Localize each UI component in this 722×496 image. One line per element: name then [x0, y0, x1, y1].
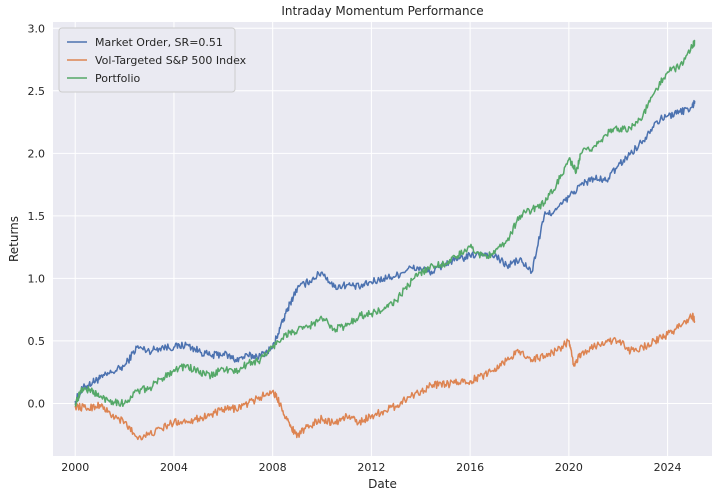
x-tick-label: 2004 [160, 461, 188, 474]
tick-labels: 2000 2004 2008 2012 2016 2020 2024 0.0 0.5 1.0 1.5… [28, 22, 682, 474]
y-tick-label: 0.5 [28, 335, 46, 348]
chart-title: Intraday Momentum Performance [281, 4, 483, 18]
y-tick-label: 3.0 [28, 22, 46, 35]
x-tick-label: 2000 [61, 461, 89, 474]
y-axis-label: Returns [7, 216, 21, 262]
x-tick-label: 2012 [357, 461, 385, 474]
grid-lines [53, 22, 712, 456]
series-lines [74, 39, 696, 441]
x-tick-label: 2008 [259, 461, 287, 474]
y-tick-label: 0.0 [28, 397, 46, 410]
y-tick-label: 2.0 [28, 147, 46, 160]
legend-label: Portfolio [95, 72, 141, 85]
series-line-3 [74, 39, 696, 408]
x-tick-label: 2024 [654, 461, 682, 474]
legend: Market Order, SR=0.51 Vol-Targeted S&P 50… [58, 27, 247, 93]
x-tick-label: 2020 [555, 461, 583, 474]
legend-label: Market Order, SR=0.51 [95, 36, 223, 49]
y-tick-label: 2.5 [28, 85, 46, 98]
series-line-1 [74, 99, 696, 405]
y-tick-label: 1.5 [28, 210, 46, 223]
legend-box [58, 27, 236, 93]
x-axis-label: Date [368, 477, 397, 491]
y-tick-label: 1.0 [28, 272, 46, 285]
x-tick-label: 2016 [456, 461, 484, 474]
legend-label: Vol-Targeted S&P 500 Index [95, 54, 247, 67]
plot-background [53, 22, 712, 456]
series-line-2 [74, 312, 696, 441]
